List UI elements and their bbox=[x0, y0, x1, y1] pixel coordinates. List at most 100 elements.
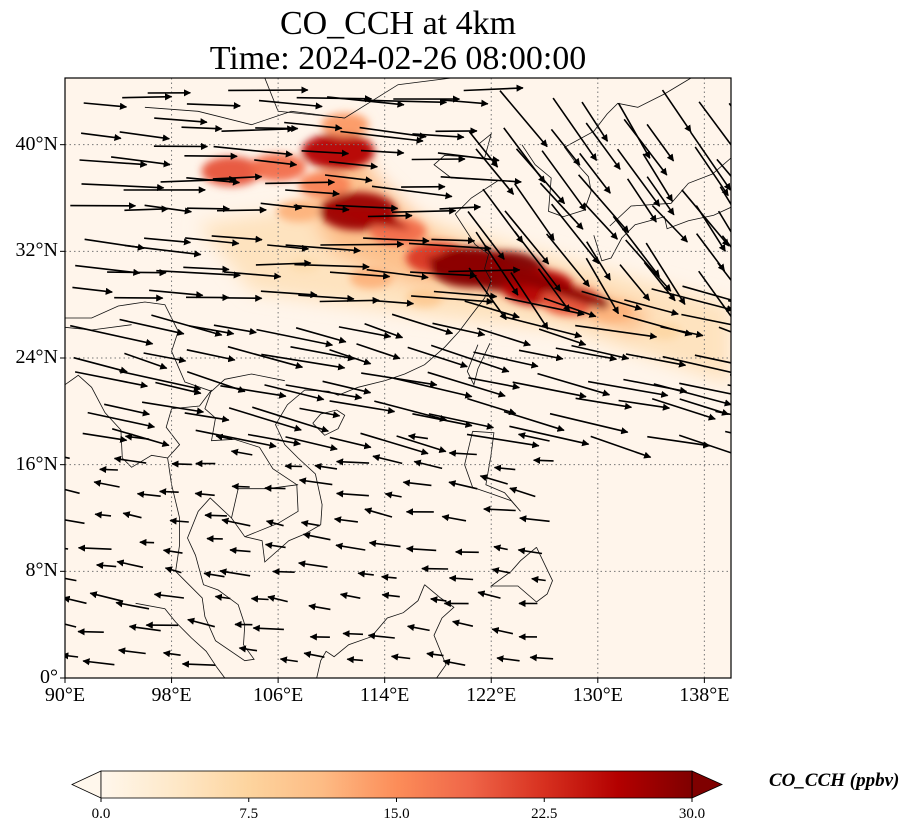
wind-arrow bbox=[302, 532, 331, 541]
wind-arrow bbox=[156, 269, 241, 279]
wind-arrow bbox=[329, 349, 372, 366]
wind-arrow bbox=[149, 289, 204, 299]
wind-arrow bbox=[247, 433, 302, 447]
wind-arrow bbox=[158, 488, 179, 496]
wind-arrow bbox=[230, 448, 253, 456]
wind-arrow bbox=[139, 538, 155, 547]
wind-arrow bbox=[464, 300, 520, 319]
wind-arrow bbox=[320, 240, 405, 248]
wind-arrow bbox=[299, 407, 341, 419]
wind-arrow bbox=[186, 205, 231, 213]
wind-arrow bbox=[626, 178, 657, 223]
wind-arrow bbox=[512, 381, 587, 399]
wind-arrow bbox=[408, 242, 492, 252]
wind-arrow bbox=[585, 122, 621, 170]
wind-arrow bbox=[411, 155, 466, 163]
colorbar-tick-label: 0.0 bbox=[91, 806, 111, 822]
wind-arrow bbox=[220, 294, 263, 302]
wind-arrow bbox=[77, 544, 112, 552]
wind-arrow bbox=[493, 464, 516, 472]
wind-arrow bbox=[298, 477, 333, 486]
wind-arrow bbox=[427, 371, 506, 398]
wind-arrow bbox=[518, 349, 564, 362]
wind-arrow bbox=[162, 650, 181, 658]
coastline bbox=[65, 132, 500, 662]
wind-arrow bbox=[111, 428, 170, 448]
wind-arrow bbox=[221, 517, 251, 527]
wind-arrow bbox=[390, 653, 411, 661]
wind-arrow bbox=[407, 346, 468, 369]
wind-arrow bbox=[212, 173, 263, 181]
wind-arrow bbox=[482, 188, 524, 244]
wind-arrow bbox=[231, 482, 250, 491]
wind-arrow bbox=[116, 559, 144, 569]
wind-arrow bbox=[216, 206, 267, 214]
wind-arrow bbox=[342, 630, 364, 638]
plume-core bbox=[276, 200, 320, 223]
plume-core bbox=[349, 267, 393, 289]
wind-arrow bbox=[338, 326, 392, 340]
wind-arrow bbox=[439, 203, 482, 211]
colorbar-extend-min bbox=[71, 770, 102, 799]
coastline bbox=[466, 343, 491, 386]
coastline bbox=[65, 301, 285, 392]
wind-arrow bbox=[294, 263, 370, 271]
wind-arrow bbox=[119, 370, 202, 392]
wind-arrow bbox=[405, 545, 437, 553]
wind-arrow bbox=[301, 149, 350, 157]
wind-arrow bbox=[448, 266, 521, 274]
wind-arrow bbox=[295, 327, 347, 344]
map-background bbox=[65, 78, 731, 678]
wind-arrow bbox=[550, 128, 581, 166]
wind-arrow bbox=[65, 456, 70, 460]
wind-arrow bbox=[433, 290, 498, 300]
lat-tick-label: 24°N bbox=[15, 346, 58, 368]
wind-arrow bbox=[219, 568, 251, 577]
wind-arrow bbox=[393, 377, 473, 399]
wind-arrow bbox=[682, 285, 731, 301]
wind-arrow bbox=[734, 594, 791, 595]
wind-arrow bbox=[184, 152, 238, 160]
wind-arrow bbox=[65, 652, 79, 660]
wind-arrow bbox=[213, 324, 257, 335]
lon-tick-label: 138°E bbox=[679, 684, 730, 706]
wind-arrow bbox=[117, 647, 146, 655]
lat-tick-label: 40°N bbox=[15, 132, 58, 155]
wind-arrow bbox=[468, 267, 507, 321]
wind-arrow bbox=[466, 433, 540, 449]
wind-arrow bbox=[643, 261, 676, 302]
wind-arrow bbox=[428, 413, 495, 430]
colorbar-tick-label: 30.0 bbox=[678, 806, 706, 822]
wind-arrow bbox=[694, 354, 731, 364]
lon-tick-label: 98°E bbox=[151, 684, 192, 706]
wind-arrow bbox=[65, 623, 77, 628]
wind-arrow bbox=[95, 561, 117, 570]
wind-arrow bbox=[220, 385, 287, 399]
wind-arrow bbox=[72, 286, 113, 295]
wind-arrow bbox=[467, 397, 517, 416]
wind-arrow bbox=[660, 326, 704, 338]
wind-arrow bbox=[252, 624, 284, 632]
wind-arrow bbox=[364, 323, 404, 339]
wind-arrow bbox=[265, 519, 284, 527]
wind-arrow bbox=[314, 462, 338, 471]
wind-arrow bbox=[432, 322, 486, 338]
wind-arrow bbox=[504, 297, 585, 317]
wind-arrow bbox=[335, 204, 399, 212]
wind-arrow bbox=[285, 384, 363, 401]
wind-arrow bbox=[363, 98, 448, 106]
wind-arrow bbox=[141, 401, 205, 415]
wind-arrow bbox=[104, 403, 151, 417]
wind-arrow bbox=[612, 215, 660, 278]
wind-arrow bbox=[213, 145, 294, 158]
wind-arrow bbox=[267, 244, 310, 252]
colorbar bbox=[71, 770, 723, 802]
wind-arrow bbox=[94, 511, 112, 519]
coastline bbox=[231, 484, 299, 519]
wind-arrow bbox=[619, 264, 651, 301]
wind-arrow bbox=[194, 490, 215, 498]
wind-arrow bbox=[65, 547, 69, 550]
colorbar-gradient bbox=[100, 770, 693, 799]
wind-arrow bbox=[181, 660, 216, 668]
